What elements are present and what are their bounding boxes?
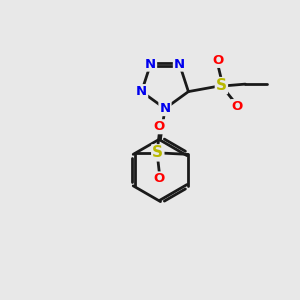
- Text: N: N: [145, 58, 156, 70]
- Text: S: S: [152, 145, 163, 160]
- Text: N: N: [174, 58, 185, 70]
- Text: N: N: [136, 85, 147, 98]
- Text: S: S: [216, 78, 227, 93]
- Text: O: O: [154, 172, 165, 185]
- Text: O: O: [154, 120, 165, 133]
- Text: N: N: [159, 102, 171, 115]
- Text: O: O: [231, 100, 243, 113]
- Text: O: O: [213, 54, 224, 67]
